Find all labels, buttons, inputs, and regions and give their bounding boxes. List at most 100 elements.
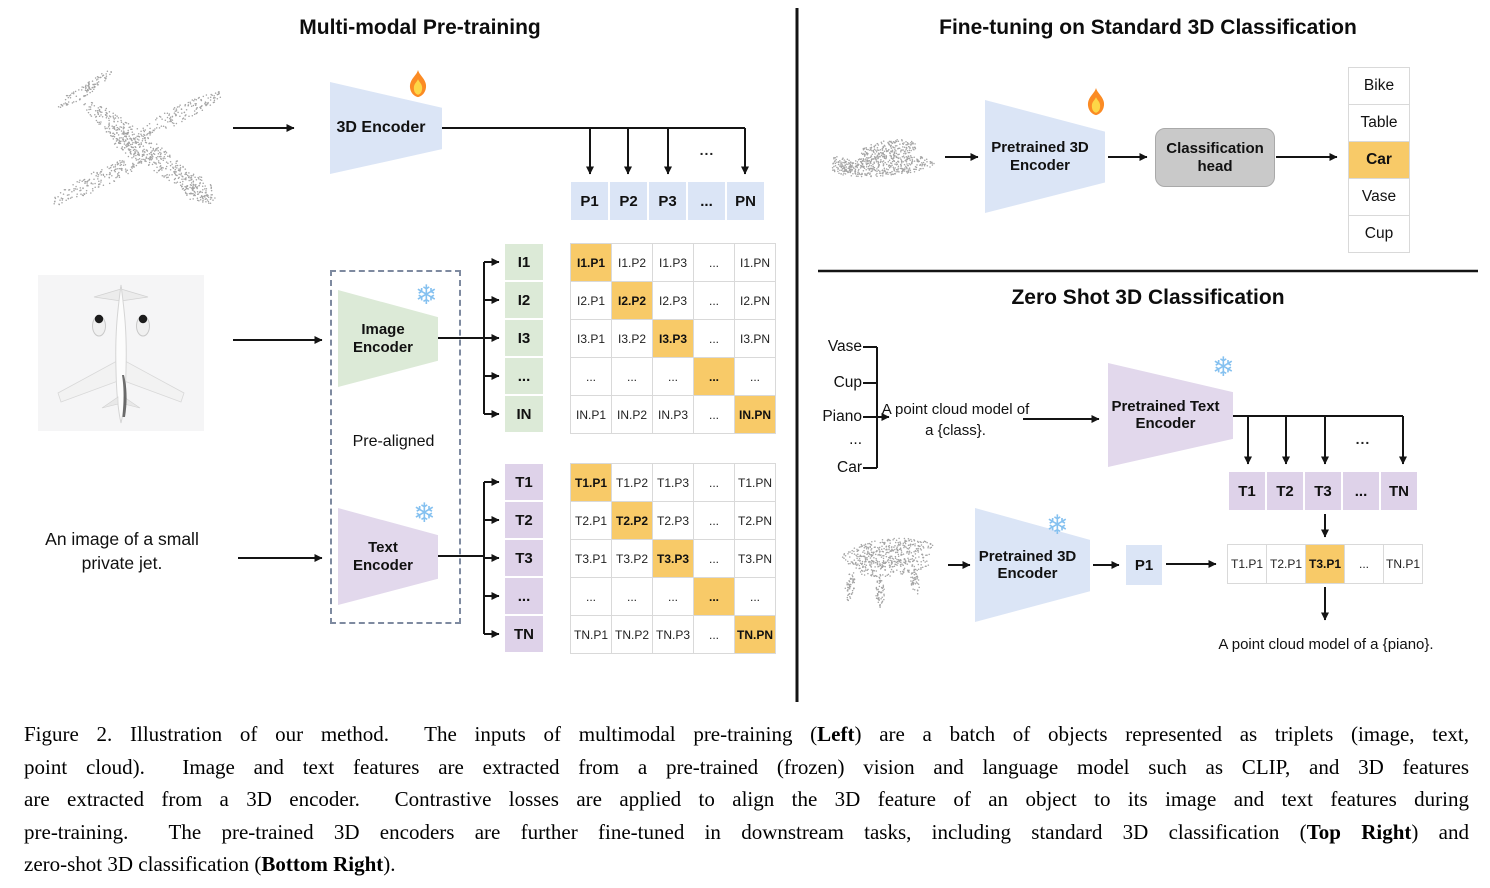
i-matrix-cell: I3.P2 bbox=[612, 320, 653, 358]
class-cell: Cup bbox=[1364, 225, 1394, 242]
i-label-cell: ... bbox=[505, 358, 543, 394]
t-row-ellipsis: ... bbox=[1355, 431, 1371, 447]
t-matrix-cell: ... bbox=[694, 464, 735, 502]
t-matrix-cell: T2.P1 bbox=[571, 502, 612, 540]
t-matrix-cell: ... bbox=[694, 540, 735, 578]
zeroshot-panel-title: Zero Shot 3D Classification bbox=[1011, 286, 1285, 309]
i-matrix-cell: I3.P1 bbox=[571, 320, 612, 358]
i-matrix-cell: I1.P1 bbox=[571, 244, 612, 282]
i-matrix-cell: IN.P1 bbox=[571, 396, 612, 434]
i-matrix-cell: I1.P3 bbox=[653, 244, 694, 282]
finetune-panel-title: Fine-tuning on Standard 3D Classificatio… bbox=[939, 16, 1357, 39]
t-label-cell: T1 bbox=[505, 464, 543, 500]
pretrained-3d-encoder-line1: Pretrained 3D bbox=[991, 139, 1089, 157]
i-matrix-cell: ... bbox=[653, 358, 694, 396]
t-matrix-cell: ... bbox=[653, 578, 694, 616]
zs-class-label: Car bbox=[837, 459, 862, 476]
zeroshot-class-list: Vase Cup Piano... Car bbox=[798, 0, 862, 500]
t-matrix-cell: T3.P2 bbox=[612, 540, 653, 578]
zeroshot-result-text: A point cloud model of a {piano}. bbox=[1218, 636, 1434, 653]
jet-caption-line2: private jet. bbox=[81, 553, 163, 573]
t-matrix-cell: ... bbox=[694, 502, 735, 540]
pretrained-3d-encoder-line2: Encoder bbox=[1009, 156, 1070, 174]
similarity-cell: T2.P1 bbox=[1267, 545, 1306, 584]
t-feature-cell: T3 bbox=[1305, 472, 1341, 510]
image-point-similarity-matrix: I1.P1 I1.P2 I1.P3... I1.PN I2.P1 I2.P2 I2.P3..… bbox=[570, 243, 776, 434]
t-label-cell: T2 bbox=[505, 502, 543, 538]
left-panel-title: Multi-modal Pre-training bbox=[299, 16, 541, 39]
i-matrix-cell: IN.PN bbox=[735, 396, 776, 434]
prompt-line2: a {class}. bbox=[925, 422, 986, 439]
i-label-cell: I3 bbox=[505, 320, 543, 356]
i-matrix-cell: ... bbox=[694, 320, 735, 358]
similarity-cell: TN.P1 bbox=[1384, 545, 1423, 584]
caption-line: point cloud). Image and text features ar… bbox=[24, 754, 1469, 779]
caption-line: Figure 2. Illustration of our method. Th… bbox=[24, 722, 1469, 746]
similarity-cell: ... bbox=[1345, 545, 1384, 584]
p-cell: P1 bbox=[571, 182, 608, 220]
snowflake-icon: ❄ bbox=[1212, 352, 1235, 382]
zs-class-label: Piano bbox=[822, 408, 862, 425]
t-matrix-cell: TN.P3 bbox=[653, 616, 694, 654]
fire-icon bbox=[1087, 88, 1105, 116]
t-matrix-cell: T3.P3 bbox=[653, 540, 694, 578]
t-matrix-cell: ... bbox=[612, 578, 653, 616]
t-label-cell: T3 bbox=[505, 540, 543, 576]
p-cell: ... bbox=[688, 182, 725, 220]
zs-class-label: Cup bbox=[833, 374, 862, 391]
similarity-cell: T1.P1 bbox=[1228, 545, 1267, 584]
caption-line: are extracted from a 3D encoder. Contras… bbox=[24, 787, 1469, 811]
i-label-cell: I2 bbox=[505, 282, 543, 318]
t-matrix-cell: ... bbox=[694, 616, 735, 654]
class-prediction-list: Bike Table Car Vase Cup bbox=[1348, 67, 1410, 253]
i-matrix-cell: ... bbox=[694, 358, 735, 396]
encoder-3d-label: 3D Encoder bbox=[336, 118, 426, 136]
i-matrix-cell: ... bbox=[735, 358, 776, 396]
similarity-score-row: T1.P1 T2.P1 T3.P1... TN.P1 bbox=[1227, 544, 1423, 584]
jet-caption-line1: An image of a small bbox=[45, 529, 199, 549]
similarity-cell: T3.P1 bbox=[1306, 545, 1345, 584]
t-matrix-cell: T1.PN bbox=[735, 464, 776, 502]
jet-image bbox=[38, 275, 204, 431]
t-matrix-cell: T2.PN bbox=[735, 502, 776, 540]
text-point-similarity-matrix: T1.P1 T1.P2 T1.P3... T1.PN T2.P1 T2.P2 T2.P3..… bbox=[570, 463, 776, 654]
t-matrix-cell: T3.PN bbox=[735, 540, 776, 578]
i-matrix-cell: I3.P3 bbox=[653, 320, 694, 358]
t-matrix-cell: ... bbox=[571, 578, 612, 616]
caption-line: zero-shot 3D classification (Bottom Righ… bbox=[24, 852, 396, 876]
i-label-cell: I1 bbox=[505, 244, 543, 280]
text-feature-labels: T1 T2 T3... TN bbox=[505, 464, 543, 652]
class-cell: Bike bbox=[1349, 68, 1409, 105]
t-matrix-cell: T1.P2 bbox=[612, 464, 653, 502]
prompt-line1: A point cloud model of bbox=[881, 401, 1030, 418]
t-feature-cell: TN bbox=[1381, 472, 1417, 510]
zs-class-label: Vase bbox=[827, 338, 862, 355]
image-encoder-label-line1: Image bbox=[361, 321, 405, 339]
zeroshot-3d-encoder-trapezoid: Pretrained 3D Encoder bbox=[975, 508, 1090, 622]
class-cell: Table bbox=[1349, 105, 1409, 142]
t-matrix-cell: T2.P3 bbox=[653, 502, 694, 540]
pre-aligned-label: Pre-aligned bbox=[352, 433, 435, 450]
i-matrix-cell: I1.PN bbox=[735, 244, 776, 282]
zeroshot-3d-encoder-line2: Encoder bbox=[997, 565, 1058, 582]
p-cell: PN bbox=[727, 182, 764, 220]
i-matrix-cell: I3.PN bbox=[735, 320, 776, 358]
p-cell: P2 bbox=[610, 182, 647, 220]
t-matrix-cell: ... bbox=[694, 578, 735, 616]
pretrained-text-encoder-line2: Encoder bbox=[1135, 415, 1196, 432]
classification-head-box: Classification head bbox=[1155, 128, 1275, 187]
snowflake-icon: ❄ bbox=[413, 498, 436, 528]
t-matrix-cell: TN.P1 bbox=[571, 616, 612, 654]
p1-feature-box: P1 bbox=[1126, 545, 1162, 585]
i-matrix-cell: IN.P3 bbox=[653, 396, 694, 434]
text-encoder-label-line2: Encoder bbox=[352, 556, 413, 574]
p-row-ellipsis: ... bbox=[699, 142, 715, 158]
figure-caption: Figure 2. Illustration of our method. Th… bbox=[24, 718, 1469, 881]
i-matrix-cell: ... bbox=[694, 396, 735, 434]
i-matrix-cell: I2.PN bbox=[735, 282, 776, 320]
i-matrix-cell: I1.P2 bbox=[612, 244, 653, 282]
t-feature-cell: ... bbox=[1343, 472, 1379, 510]
text-feature-row: T1 T2 T3... TN bbox=[1229, 472, 1417, 510]
p1-label: P1 bbox=[1134, 556, 1154, 574]
